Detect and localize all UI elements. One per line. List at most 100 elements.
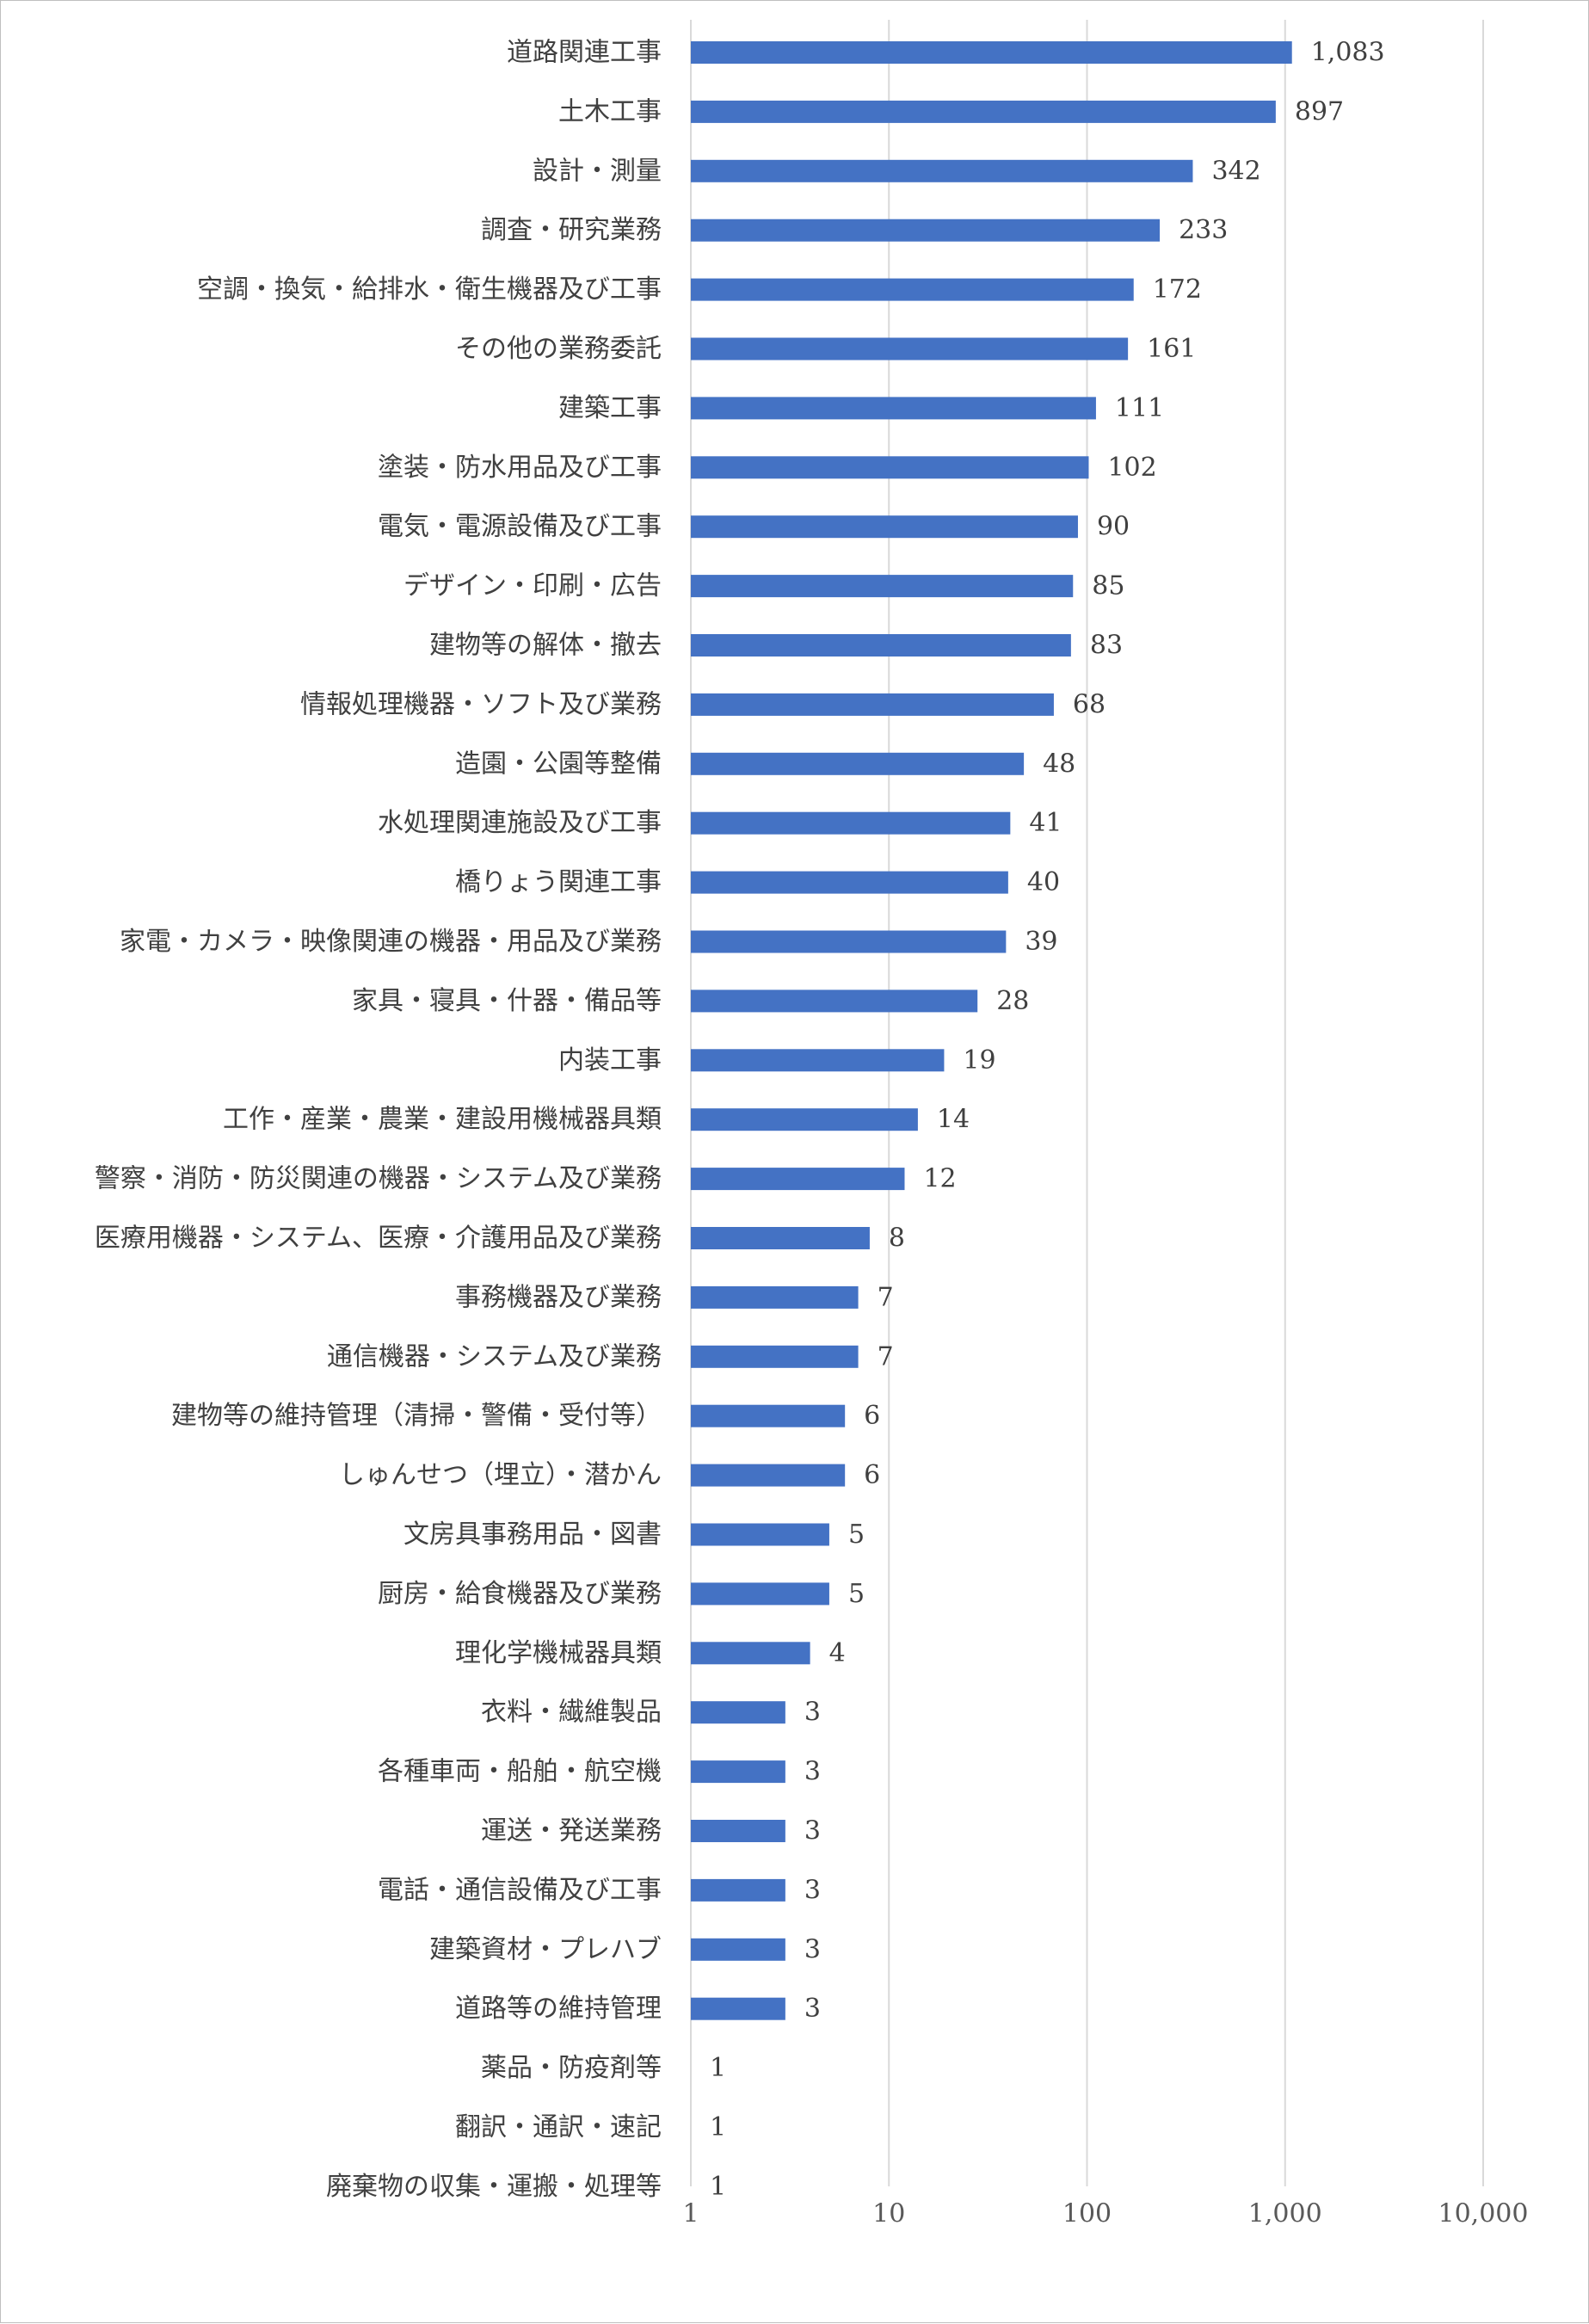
bar [691,1878,785,1902]
data-label: 1,083 [1311,38,1385,68]
category-label: 工作・産業・農業・建設用機械器具類 [223,1105,662,1135]
category-label: 電気・電源設備及び工事 [378,512,662,542]
x-tick-label: 10 [872,2199,905,2229]
bar [691,1997,785,2020]
data-label: 68 [1073,689,1106,719]
bar [691,989,978,1013]
data-label: 7 [878,1282,894,1312]
data-label: 5 [848,1579,865,1609]
bars [691,41,1292,2020]
bar [691,397,1096,420]
category-label: その他の業務委託 [455,334,662,364]
data-label: 7 [878,1341,894,1372]
bar [691,575,1074,598]
category-label: 情報処理機器・ソフト及び業務 [300,689,662,719]
data-label: 161 [1147,334,1196,364]
category-label: 各種車両・船舶・航空機 [378,1757,662,1787]
data-label: 48 [1043,749,1075,779]
category-label: 道路関連工事 [507,38,662,68]
x-tick-label: 100 [1062,2199,1112,2229]
data-label: 4 [829,1638,846,1668]
data-label: 8 [889,1224,905,1254]
bar [691,456,1089,479]
category-label: 事務機器及び業務 [455,1282,662,1312]
bar [691,693,1054,716]
bar [691,159,1193,182]
bar [691,337,1129,361]
category-label: 空調・換気・給排水・衛生機器及び工事 [197,274,662,305]
bar [691,1227,870,1249]
bar [691,515,1078,539]
bar [691,1285,859,1309]
data-label: 28 [996,986,1029,1016]
category-label: 電話・通信設備及び工事 [378,1875,662,1905]
category-label: 設計・測量 [533,156,662,186]
data-label: 6 [864,1460,880,1490]
category-label: 翻訳・通訳・速記 [455,2112,662,2142]
bar [691,752,1025,775]
category-label: 廃棄物の収集・運搬・処理等 [326,2172,662,2202]
category-label: 家具・寝具・什器・備品等 [352,986,662,1016]
bar [691,930,1007,953]
category-label: 建築資材・プレハブ [429,1934,662,1964]
bar [691,1582,829,1606]
category-label: 建物等の解体・撤去 [429,631,662,661]
category-label: 造園・公園等整備 [455,749,662,779]
data-label: 111 [1115,393,1164,423]
category-label: 厨房・給食機器及び業務 [378,1579,662,1609]
data-label: 233 [1179,215,1228,245]
bar [691,1701,785,1724]
data-label: 39 [1025,927,1057,957]
category-label: 通信機器・システム及び業務 [327,1341,662,1372]
data-label: 102 [1107,453,1156,483]
bar [691,1404,846,1427]
data-label: 12 [923,1164,956,1194]
category-label: 文房具事務用品・図書 [403,1520,662,1550]
category-label: 家電・カメラ・映像関連の機器・用品及び業務 [120,927,662,957]
category-label: 道路等の維持管理 [455,1994,662,2024]
category-label: 橋りょう関連工事 [455,867,662,897]
bar [691,1820,785,1842]
category-label: 水処理関連施設及び工事 [378,808,662,838]
bar [691,1938,785,1961]
bar [691,219,1161,242]
bar [691,1760,785,1784]
data-label: 1 [710,2172,726,2202]
data-label: 3 [804,1698,821,1728]
bar [691,1642,810,1665]
category-label: 塗装・防水用品及び工事 [378,453,662,483]
category-label: 理化学機械器具類 [455,1638,662,1668]
data-label: 85 [1092,571,1124,601]
data-label: 897 [1295,96,1344,126]
bar [691,278,1134,301]
data-label: 1 [710,2112,726,2142]
bar [691,100,1276,123]
bar [691,634,1071,657]
bar [691,811,1011,835]
data-label: 40 [1027,867,1060,897]
x-axis-tick-labels: 1 10 100 1,000 10,000 [682,2199,1528,2229]
category-label: 運送・発送業務 [481,1816,662,1846]
bar [691,41,1292,64]
data-label: 3 [804,1934,821,1964]
category-label: デザイン・印刷・広告 [403,571,662,601]
bar [691,1345,859,1368]
category-label: 薬品・防疫剤等 [481,2053,662,2083]
bar [691,871,1008,894]
data-label: 14 [937,1105,970,1135]
data-label: 6 [864,1401,880,1431]
x-tick-label: 1,000 [1248,2199,1322,2229]
category-label: 衣料・繊維製品 [481,1698,662,1728]
data-label: 342 [1211,156,1260,186]
value-labels: 1,08389734223317216111110290858368484140… [710,38,1385,2202]
data-label: 41 [1029,808,1062,838]
bar [691,1523,829,1546]
data-label: 5 [848,1520,865,1550]
category-label: 医療用機器・システム、医療・介護用品及び業務 [95,1224,662,1254]
data-label: 83 [1090,631,1123,661]
data-label: 3 [804,1757,821,1787]
data-label: 90 [1097,512,1130,542]
category-labels: 道路関連工事土木工事設計・測量調査・研究業務空調・換気・給排水・衛生機器及び工事… [95,38,662,2202]
